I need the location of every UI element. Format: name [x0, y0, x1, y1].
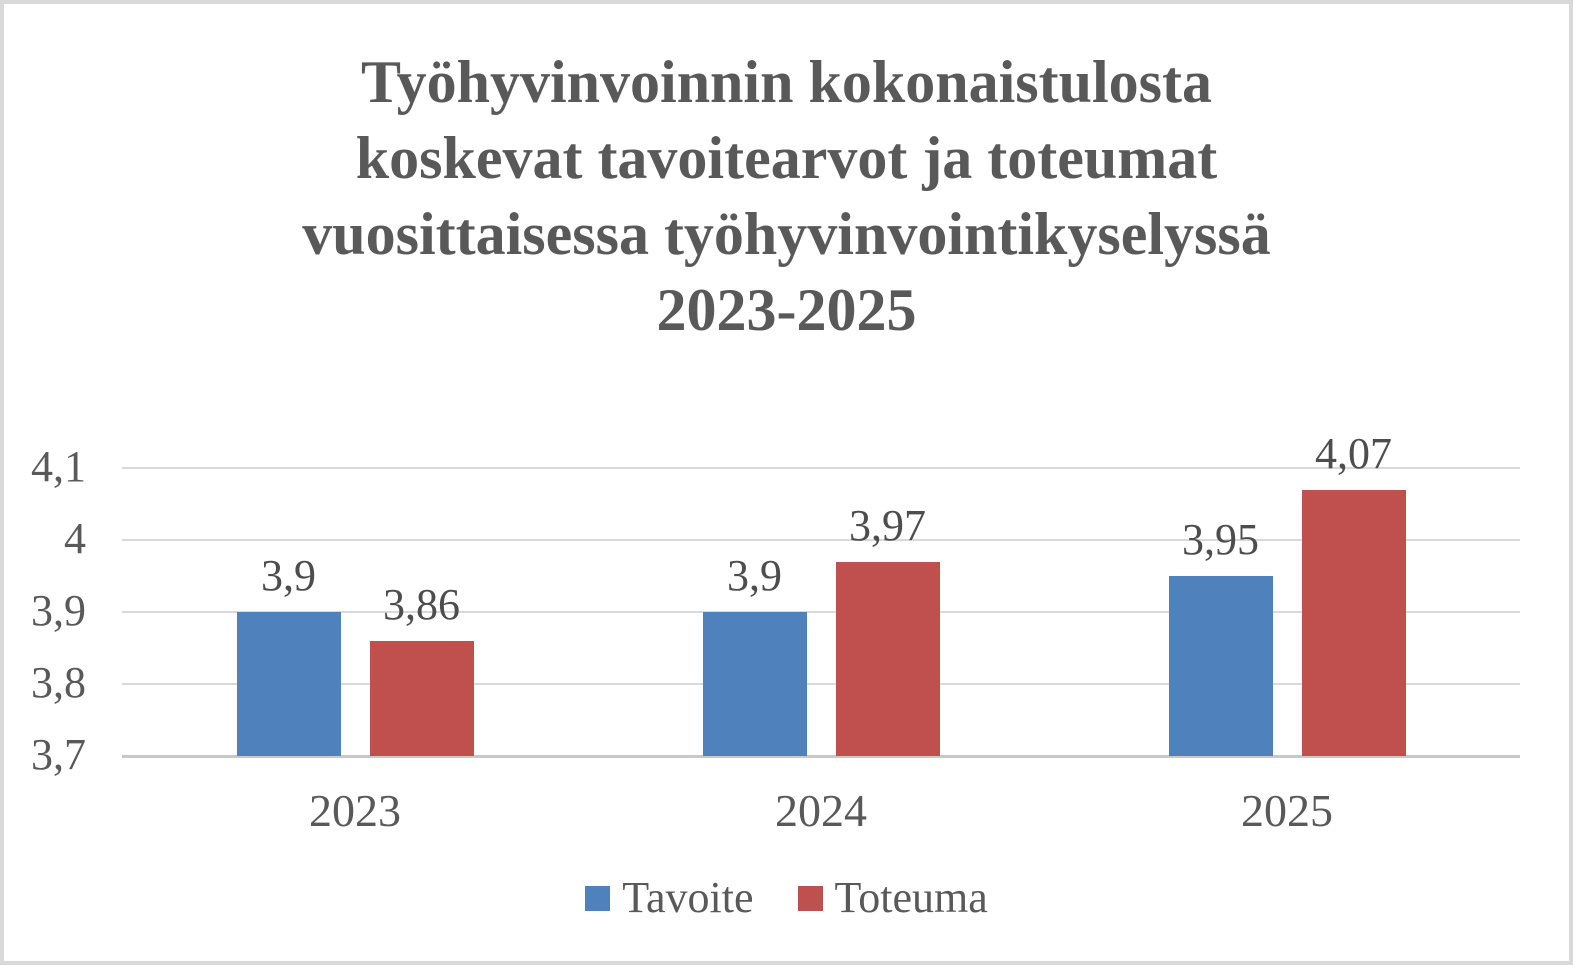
chart-title-line-3: vuosittaisessa työhyvinvointikyselyssä	[302, 201, 1271, 267]
data-label-toteuma-2025: 4,07	[1315, 428, 1392, 478]
data-label-tavoite-2024: 3,9	[727, 551, 782, 600]
gridline-4,1	[122, 467, 1520, 469]
y-axis-tick-label: 3,8	[31, 658, 86, 707]
x-axis-category-label-2024: 2024	[775, 785, 867, 836]
chart-title-line-4: 2023-2025	[656, 277, 917, 343]
legend-swatch-tavoite-icon	[585, 885, 611, 911]
gridline-4	[122, 539, 1520, 541]
bar-toteuma-2025	[1301, 489, 1406, 756]
gridline-3,8	[122, 683, 1520, 685]
data-label-toteuma-2024: 3,97	[849, 500, 926, 550]
bar-tavoite-2024	[702, 612, 807, 756]
bar-toteuma-2023	[369, 640, 474, 756]
bar-tavoite-2025	[1168, 576, 1273, 756]
x-axis-category-label-2023: 2023	[309, 785, 401, 836]
legend: Tavoite Toteuma	[0, 872, 1573, 924]
chart-title-line-1: Työhyvinvoinnin kokonaistulosta	[361, 49, 1212, 115]
data-label-tavoite-2023: 3,9	[261, 551, 316, 600]
legend-item-tavoite: Tavoite	[585, 872, 754, 924]
data-label-toteuma-2023: 3,86	[383, 579, 460, 629]
legend-label-toteuma: Toteuma	[834, 873, 988, 922]
y-axis-tick-label: 3,7	[31, 730, 86, 779]
bar-toteuma-2024	[835, 561, 940, 756]
legend-swatch-toteuma-icon	[797, 885, 823, 911]
chart-title: Työhyvinvoinnin kokonaistulosta koskevat…	[0, 44, 1573, 348]
y-axis-tick-label: 3,9	[31, 586, 86, 635]
bar-tavoite-2023	[236, 612, 341, 756]
chart-title-line-2: koskevat tavoitearvot ja toteumat	[355, 125, 1218, 191]
y-axis-tick-label: 4,1	[31, 442, 86, 491]
data-label-tavoite-2025: 3,95	[1182, 515, 1259, 564]
legend-label-tavoite: Tavoite	[622, 873, 754, 922]
y-axis-tick-label: 4	[64, 514, 86, 563]
gridline-3,7	[122, 755, 1520, 758]
legend-item-toteuma: Toteuma	[797, 872, 988, 924]
x-axis-category-label-2025: 2025	[1241, 785, 1333, 836]
gridline-3,9	[122, 611, 1520, 613]
